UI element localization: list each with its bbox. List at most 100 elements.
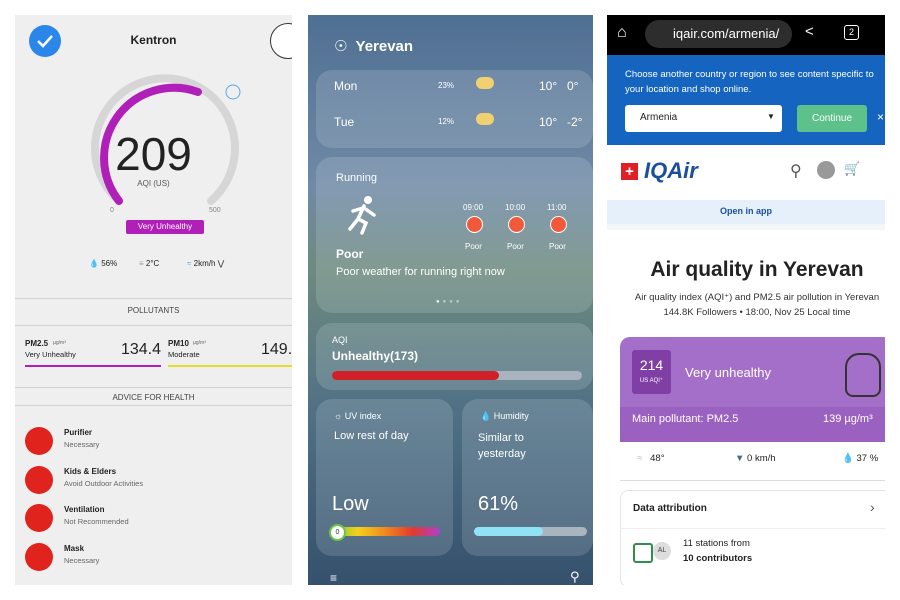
- city-text: Yerevan: [355, 38, 414, 55]
- continue-button[interactable]: Continue: [797, 105, 867, 132]
- forecast-card: [316, 70, 593, 148]
- advice-icon: [25, 465, 53, 494]
- humidity-label: 💧 Humidity: [480, 411, 529, 421]
- city-name: ☉ Yerevan: [334, 38, 414, 55]
- status-pill: Very Unhealthy: [126, 220, 204, 234]
- stations: 11 stations from: [683, 538, 750, 549]
- advice-title: Ventilation: [64, 505, 105, 514]
- hour-time: 09:00: [463, 203, 484, 212]
- forecast-high: 10°: [539, 79, 558, 93]
- divider: [15, 387, 292, 388]
- humidity: 💧 56%: [89, 259, 118, 268]
- uv-scale: [330, 527, 440, 536]
- section-heading: ADVICE FOR HEALTH: [112, 393, 195, 402]
- forecast-day: Mon: [334, 79, 358, 93]
- hour-time: 10:00: [505, 203, 526, 212]
- advice-title: Kids & Elders: [64, 466, 117, 476]
- running-summary: Poor weather for running right now: [336, 266, 505, 278]
- search-icon[interactable]: ⚲: [570, 569, 580, 584]
- aqi-label: AQI: [332, 335, 348, 345]
- pollutant-unit: µg/m³: [53, 340, 66, 346]
- hour-rating: Poor: [549, 242, 566, 251]
- forecast-day: Tue: [334, 115, 355, 129]
- home-button[interactable]: ⌂: [617, 24, 627, 41]
- pollutant-name: PM10: [168, 339, 189, 348]
- close-button[interactable]: ×: [877, 110, 885, 124]
- uv-level: Low: [332, 493, 369, 515]
- attribution-title[interactable]: Data attribution: [633, 503, 707, 514]
- city-name: Kentron: [130, 33, 177, 47]
- temperature-value: 2°C: [145, 259, 160, 268]
- url-text: iqair.com/armenia/: [673, 26, 780, 41]
- aqi-unit: AQI (US): [137, 179, 170, 188]
- pollutant-name: PM2.5: [25, 339, 49, 348]
- forecast-precip: 23%: [438, 81, 455, 90]
- contributor-badge: AL: [653, 542, 671, 560]
- running-card: [316, 157, 593, 313]
- region-value: Armenia: [640, 112, 678, 123]
- advice-detail: Necessary: [64, 440, 100, 449]
- pollutant-unit: µg/m³: [193, 340, 206, 346]
- region-select[interactable]: [625, 105, 782, 132]
- advice-detail: Not Recommended: [64, 517, 129, 526]
- uv-label: ☼ UV index: [334, 411, 382, 421]
- open-in-app[interactable]: Open in app: [719, 206, 772, 216]
- runner-icon: [348, 196, 376, 235]
- divider: [15, 325, 292, 326]
- pollutant-level: Moderate: [168, 350, 200, 359]
- page-dots: ●●●●: [436, 299, 463, 305]
- pollutant-pm10: PM10 µg/m³ Moderate 149.: [168, 339, 292, 367]
- cart-icon[interactable]: 🛒: [844, 161, 861, 176]
- wind-value: 2km/h: [193, 259, 216, 268]
- mask-icon: [845, 353, 881, 397]
- humidity-label-text: Humidity: [493, 411, 529, 421]
- weather-app-screen: ☉ Yerevan Mon 23% 10° 0° Tue 12% 10° -2° Runnin…: [308, 15, 593, 585]
- aqi-card-footer: [620, 407, 885, 442]
- advice-title: Mask: [64, 543, 85, 553]
- uv-marker: 0: [329, 524, 346, 541]
- main-pollutant: Main pollutant: PM2.5: [632, 413, 739, 425]
- settings-icon[interactable]: ≡: [330, 571, 338, 585]
- app-bar: [607, 200, 885, 224]
- forecast-high: 10°: [539, 115, 558, 129]
- check-icon: [37, 35, 53, 48]
- running-title: Running: [336, 172, 377, 184]
- humidity-summary: Similar to yesterday: [478, 432, 526, 460]
- page-title: Air quality in Yerevan: [650, 258, 864, 281]
- advice-detail: Avoid Outdoor Activities: [64, 478, 144, 488]
- search-icon[interactable]: ⚲: [790, 163, 802, 180]
- browser-screen: ⌂ iqair.com/armenia/ < 2 Choose another …: [607, 15, 885, 585]
- share-button[interactable]: <: [805, 23, 814, 40]
- tab-count[interactable]: 2: [844, 25, 859, 40]
- humidity-value: 61%: [478, 493, 519, 515]
- divider: [620, 528, 885, 529]
- aqi-unit: US AQI⁺: [639, 378, 664, 384]
- humidity-track: [474, 527, 587, 536]
- weather-strip: [620, 442, 885, 481]
- scale-min: 0: [110, 207, 114, 214]
- site-header: [607, 145, 885, 200]
- chevron: ›: [870, 499, 875, 515]
- aqi-status: Very unhealthy: [685, 365, 772, 380]
- pollutant-value: 149.: [261, 341, 292, 358]
- select-button[interactable]: [29, 25, 61, 57]
- wind: ≈ 2km/h ⋁: [187, 259, 225, 268]
- divider: [15, 405, 292, 406]
- account-icon[interactable]: [817, 161, 835, 179]
- advice-icon: [25, 504, 53, 532]
- attribution-card: [620, 490, 885, 585]
- forecast-precip: 12%: [438, 117, 455, 126]
- uv-summary: Low rest of day: [334, 430, 409, 442]
- page-subtitle: Air quality index (AQI⁺) and PM2.5 air p…: [634, 292, 880, 303]
- advice-icon: [25, 427, 53, 455]
- region-prompt: Choose another country or region to see …: [625, 69, 874, 95]
- hour-icon: [466, 216, 483, 233]
- humidity: 💧 37 %: [842, 453, 879, 464]
- pollutant-pm25: PM2.5 µg/m³ Very Unhealthy 134.4: [25, 339, 161, 367]
- aqi-gauge: [91, 74, 241, 205]
- pollutant-level: Very Unhealthy: [25, 350, 76, 359]
- advice-detail: Necessary: [64, 555, 100, 565]
- url-box[interactable]: [645, 20, 792, 48]
- scale-max: 500: [209, 207, 221, 214]
- aqi-status: Unhealthy(173): [332, 349, 419, 363]
